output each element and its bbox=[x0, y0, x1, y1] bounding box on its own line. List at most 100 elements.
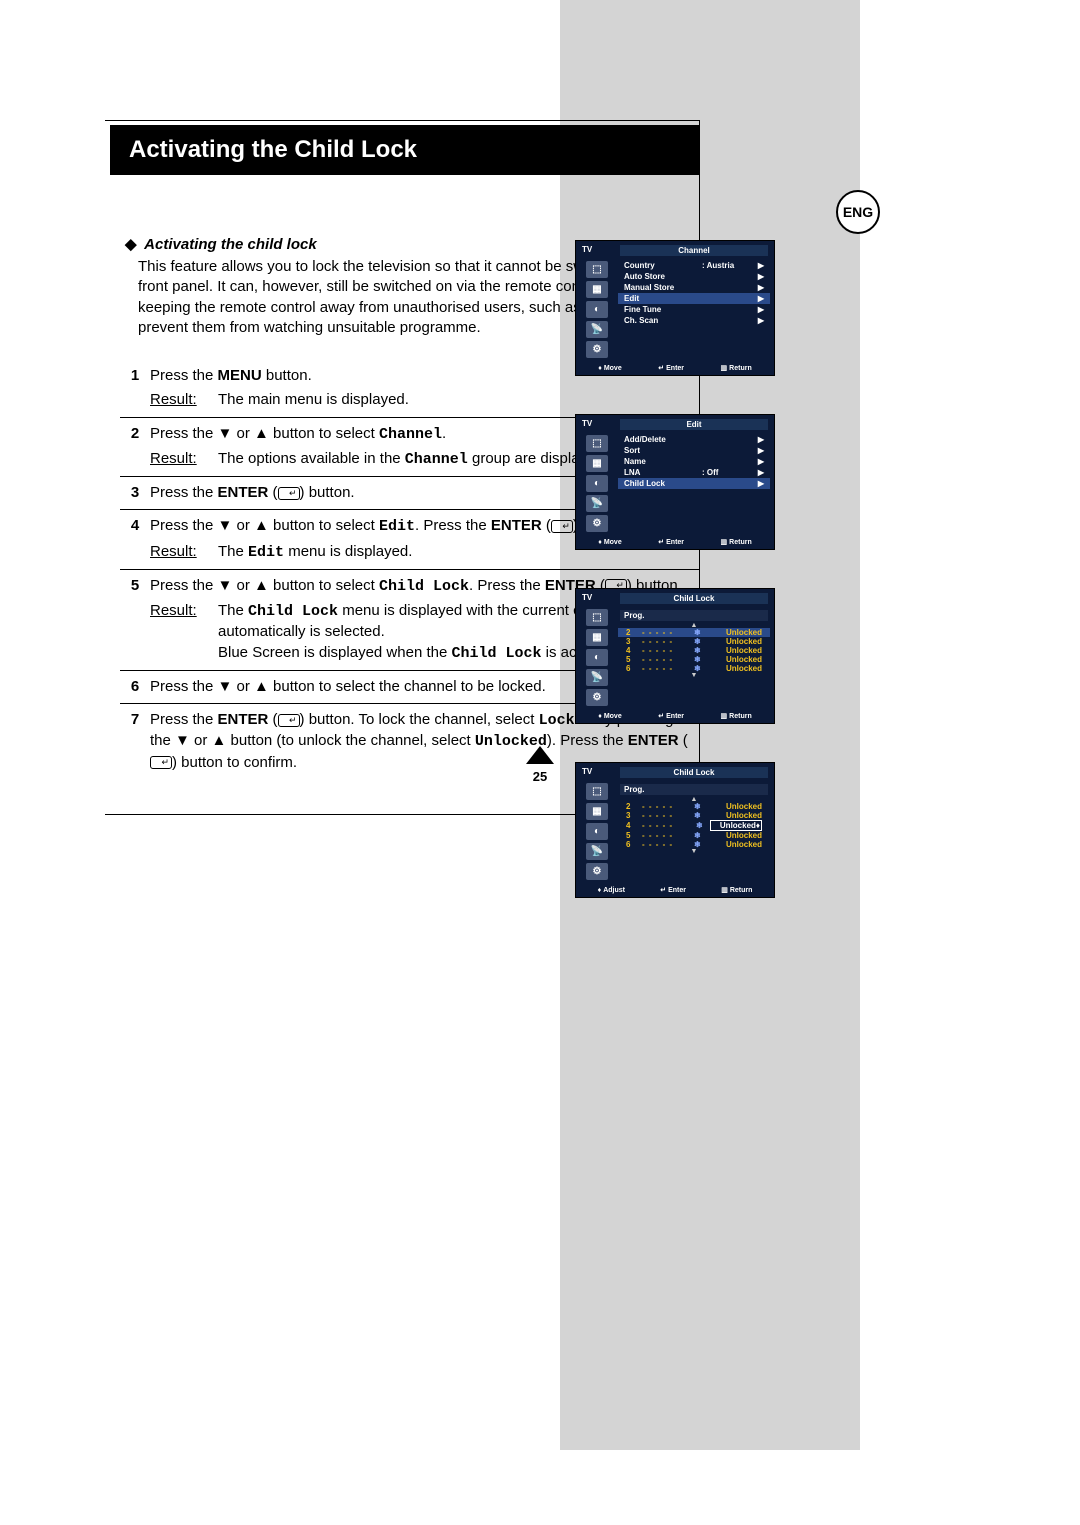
osd-menu-item: Manual Store▶ bbox=[618, 282, 770, 293]
osd-menu-item: Fine Tune▶ bbox=[618, 304, 770, 315]
osd-screen-childlock-1: TVChild Lock ⬚ ▦ ◐ 📡 ⚙ Prog. ▲ 2- - - - … bbox=[575, 588, 775, 724]
result-label: Result: bbox=[150, 542, 218, 563]
channel-icon: 📡 bbox=[586, 843, 608, 860]
step-number: 6 bbox=[120, 677, 150, 697]
osd-tv-label: TV bbox=[582, 419, 620, 430]
text: Press the bbox=[150, 711, 218, 728]
enter-button-label: ENTER bbox=[218, 711, 269, 728]
enter-icon: ↵ bbox=[278, 714, 300, 727]
text: . bbox=[442, 425, 446, 442]
osd-prog-item: 2- - - - -❄Unlocked bbox=[618, 802, 770, 811]
channel-icon: 📡 bbox=[586, 321, 608, 338]
osd-menu-item: Add/Delete▶ bbox=[618, 434, 770, 445]
osd-prog-item: 3- - - - -❄Unlocked bbox=[618, 637, 770, 646]
osd-screen-edit: TVEdit ⬚ ▦ ◐ 📡 ⚙ Add/Delete▶Sort▶Name▶LN… bbox=[575, 414, 775, 550]
prog-header: Prog. bbox=[620, 784, 768, 795]
sound-icon: ◐ bbox=[586, 649, 608, 666]
down-arrow-icon: ▼ bbox=[618, 673, 770, 678]
return-hint: ▥ Return bbox=[721, 364, 752, 372]
input-icon: ⬚ bbox=[586, 609, 608, 626]
down-arrow-icon: ▼ bbox=[618, 849, 770, 854]
osd-footer: ♦ Move ↵ Enter ▥ Return bbox=[578, 709, 772, 721]
osd-prog-item: 4- - - - -❄Unlocked♦ bbox=[618, 820, 770, 831]
move-hint: ♦ Move bbox=[598, 364, 621, 372]
sound-icon: ◐ bbox=[586, 823, 608, 840]
prog-header: Prog. bbox=[620, 610, 768, 621]
osd-tv-label: TV bbox=[582, 767, 620, 778]
sound-icon: ◐ bbox=[586, 301, 608, 318]
result-label: Result: bbox=[150, 449, 218, 470]
text: Press the ▼ or ▲ button to select bbox=[150, 425, 379, 442]
step-number: 7 bbox=[120, 710, 150, 773]
text: ) button. To lock the channel, select bbox=[300, 711, 539, 728]
enter-button-label: ENTER bbox=[491, 517, 542, 534]
osd-screen-channel: TVChannel ⬚ ▦ ◐ 📡 ⚙ Country: Austria▶Aut… bbox=[575, 240, 775, 376]
step-number: 2 bbox=[120, 424, 150, 471]
osd-menu-item: Child Lock▶ bbox=[618, 478, 770, 489]
osd-menu-item: Country: Austria▶ bbox=[618, 260, 770, 271]
channel-icon: 📡 bbox=[586, 669, 608, 686]
osd-sidebar-icons: ⬚ ▦ ◐ 📡 ⚙ bbox=[578, 432, 616, 535]
return-hint: ▥ Return bbox=[721, 886, 752, 894]
move-hint: ♦ Move bbox=[598, 712, 621, 720]
osd-title: Channel bbox=[620, 245, 768, 256]
move-hint: ♦ Move bbox=[598, 538, 621, 546]
adjust-hint: ♦ Adjust bbox=[598, 886, 625, 894]
subtitle-text: Activating the child lock bbox=[144, 236, 317, 253]
text: button. bbox=[262, 367, 312, 384]
text: Press the bbox=[150, 367, 218, 384]
osd-menu-item: Ch. Scan▶ bbox=[618, 315, 770, 326]
osd-prog-item: 5- - - - -❄Unlocked bbox=[618, 655, 770, 664]
page-title: Activating the Child Lock bbox=[110, 125, 700, 175]
osd-menu-item: Edit▶ bbox=[618, 293, 770, 304]
enter-icon: ↵ bbox=[551, 520, 573, 533]
osd-sidebar-icons: ⬚ ▦ ◐ 📡 ⚙ bbox=[578, 606, 616, 709]
input-icon: ⬚ bbox=[586, 435, 608, 452]
picture-icon: ▦ bbox=[586, 281, 608, 298]
page-number: 25 bbox=[533, 769, 547, 784]
child-lock-label: Child Lock bbox=[379, 578, 469, 595]
input-icon: ⬚ bbox=[586, 261, 608, 278]
step-number: 3 bbox=[120, 483, 150, 503]
text: ( bbox=[268, 484, 277, 501]
text: Press the ▼ or ▲ button to select bbox=[150, 517, 379, 534]
osd-prog-rows: Prog. ▲ 2- - - - -❄Unlocked3- - - - -❄Un… bbox=[616, 606, 772, 709]
step-number: 1 bbox=[120, 366, 150, 411]
text: ) button to confirm. bbox=[172, 754, 297, 771]
enter-hint: ↵ Enter bbox=[658, 538, 684, 546]
osd-sidebar-icons: ⬚ ▦ ◐ 📡 ⚙ bbox=[578, 780, 616, 883]
language-badge: ENG bbox=[836, 190, 880, 234]
osd-screenshots-column: TVChannel ⬚ ▦ ◐ 📡 ⚙ Country: Austria▶Aut… bbox=[575, 240, 775, 898]
osd-prog-rows: Prog. ▲ 2- - - - -❄Unlocked3- - - - -❄Un… bbox=[616, 780, 772, 883]
osd-prog-item: 5- - - - -❄Unlocked bbox=[618, 831, 770, 840]
text: . Press the bbox=[415, 517, 491, 534]
enter-hint: ↵ Enter bbox=[658, 364, 684, 372]
channel-icon: 📡 bbox=[586, 495, 608, 512]
osd-prog-item: 2- - - - -❄Unlocked bbox=[618, 628, 770, 637]
osd-tv-label: TV bbox=[582, 593, 620, 604]
osd-menu-item: LNA: Off▶ bbox=[618, 467, 770, 478]
osd-footer: ♦ Move ↵ Enter ▥ Return bbox=[578, 361, 772, 373]
text: ) button. bbox=[300, 484, 355, 501]
page-arrow-icon bbox=[526, 746, 554, 764]
enter-icon: ↵ bbox=[150, 756, 172, 769]
setup-icon: ⚙ bbox=[586, 341, 608, 358]
osd-screen-childlock-2: TVChild Lock ⬚ ▦ ◐ 📡 ⚙ Prog. ▲ 2- - - - … bbox=[575, 762, 775, 898]
osd-menu-item: Sort▶ bbox=[618, 445, 770, 456]
picture-icon: ▦ bbox=[586, 455, 608, 472]
enter-button-label: ENTER bbox=[218, 484, 269, 501]
enter-hint: ↵ Enter bbox=[658, 712, 684, 720]
text: ( bbox=[542, 517, 551, 534]
text: Press the ▼ or ▲ button to select bbox=[150, 577, 379, 594]
osd-tv-label: TV bbox=[582, 245, 620, 256]
input-icon: ⬚ bbox=[586, 783, 608, 800]
enter-hint: ↵ Enter bbox=[660, 886, 686, 894]
osd-menu-item: Auto Store▶ bbox=[618, 271, 770, 282]
text: ( bbox=[268, 711, 277, 728]
enter-icon: ↵ bbox=[278, 487, 300, 500]
sound-icon: ◐ bbox=[586, 475, 608, 492]
osd-footer: ♦ Move ↵ Enter ▥ Return bbox=[578, 535, 772, 547]
osd-title: Child Lock bbox=[620, 593, 768, 604]
text: . Press the bbox=[469, 577, 545, 594]
diamond-bullet-icon: ◆ bbox=[125, 236, 137, 253]
